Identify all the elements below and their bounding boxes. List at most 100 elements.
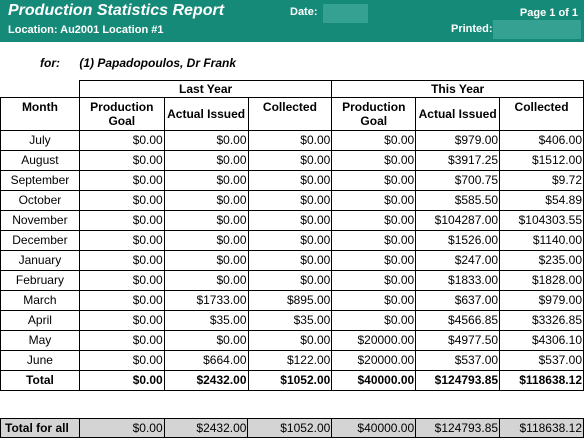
ty-goal-cell: $0.00 xyxy=(331,190,417,211)
ly-goal-cell: $0.00 xyxy=(78,330,165,351)
col-ly-issued: Actual Issued xyxy=(163,97,249,131)
table-row: July $0.00 $0.00 $0.00 $0.00 $979.00 $406.00 xyxy=(0,130,584,151)
ty-collected-cell: $979.00 xyxy=(499,290,584,311)
ty-issued-cell: $1526.00 xyxy=(415,230,501,251)
ty-issued-cell: $124793.85 xyxy=(415,370,501,391)
ty-collected-cell: $1512.00 xyxy=(499,150,584,171)
ty-issued-cell: $104287.00 xyxy=(415,210,501,231)
for-label: for: xyxy=(40,56,60,70)
ty-collected-cell: $54.89 xyxy=(499,190,584,211)
ly-issued-cell: $0.00 xyxy=(163,250,249,271)
ly-collected-cell: $122.00 xyxy=(247,350,333,371)
provider-line: for: (1) Papadopoulos, Dr Frank xyxy=(40,56,236,70)
table-row: June $0.00 $664.00 $122.00 $20000.00 $537.00 $… xyxy=(0,350,584,371)
blank-corner xyxy=(0,80,80,98)
table-row: September $0.00 $0.00 $0.00 $0.00 $700.75 $9.7… xyxy=(0,170,584,191)
col-ty-goal: Production Goal xyxy=(331,97,417,131)
ty-goal-cell: $40000.00 xyxy=(331,370,417,391)
group-last-year: Last Year xyxy=(78,80,333,98)
ly-collected-cell: $0.00 xyxy=(247,230,333,251)
table-row: August $0.00 $0.00 $0.00 $0.00 $3917.25 $1512.… xyxy=(0,150,584,171)
ty-collected-cell: $9.72 xyxy=(499,170,584,191)
grand-ty-goal: $40000.00 xyxy=(331,418,417,438)
ly-issued-cell: $0.00 xyxy=(163,170,249,191)
col-month: Month xyxy=(0,97,80,131)
ty-collected-cell: $537.00 xyxy=(499,350,584,371)
ty-issued-cell: $3917.25 xyxy=(415,150,501,171)
ly-goal-cell: $0.00 xyxy=(78,350,165,371)
grand-total-row: Total for all $0.00 $2432.00 $1052.00 $4… xyxy=(0,418,584,438)
month-cell: December xyxy=(0,230,80,251)
ly-issued-cell: $0.00 xyxy=(163,330,249,351)
grand-total-label: Total for all xyxy=(0,418,80,438)
total-row: Total $0.00 $2432.00 $1052.00 $40000.00 $1247… xyxy=(0,370,584,391)
ly-collected-cell: $0.00 xyxy=(247,210,333,231)
table-row: December $0.00 $0.00 $0.00 $0.00 $1526.00 $114… xyxy=(0,230,584,251)
month-cell: July xyxy=(0,130,80,151)
ly-collected-cell: $0.00 xyxy=(247,130,333,151)
ty-goal-cell: $0.00 xyxy=(331,250,417,271)
ty-collected-cell: $104303.55 xyxy=(499,210,584,231)
ty-issued-cell: $247.00 xyxy=(415,250,501,271)
grand-ly-goal: $0.00 xyxy=(78,418,165,438)
ly-collected-cell: $0.00 xyxy=(247,150,333,171)
table-row: November $0.00 $0.00 $0.00 $0.00 $104287.00 $1… xyxy=(0,210,584,231)
ly-goal-cell: $0.00 xyxy=(78,150,165,171)
ty-issued-cell: $1833.00 xyxy=(415,270,501,291)
group-this-year: This Year xyxy=(331,80,584,98)
printed-value-redacted xyxy=(493,20,581,39)
month-cell: April xyxy=(0,310,80,331)
column-header-row: Month Production Goal Actual Issued Coll… xyxy=(0,97,584,131)
month-cell: August xyxy=(0,150,80,171)
ly-collected-cell: $0.00 xyxy=(247,170,333,191)
month-cell: January xyxy=(0,250,80,271)
ty-goal-cell: $0.00 xyxy=(331,150,417,171)
ty-collected-cell: $118638.12 xyxy=(499,370,584,391)
report-title: Production Statistics Report xyxy=(8,2,225,19)
ly-collected-cell: $895.00 xyxy=(247,290,333,311)
ly-collected-cell: $0.00 xyxy=(247,190,333,211)
ty-collected-cell: $3326.85 xyxy=(499,310,584,331)
ty-collected-cell: $4306.10 xyxy=(499,330,584,351)
month-cell: February xyxy=(0,270,80,291)
ty-goal-cell: $20000.00 xyxy=(331,350,417,371)
ly-goal-cell: $0.00 xyxy=(78,310,165,331)
group-header-row: Last Year This Year xyxy=(0,80,584,98)
ly-collected-cell: $0.00 xyxy=(247,270,333,291)
report-header: Production Statistics Report Location: A… xyxy=(0,0,584,42)
ty-collected-cell: $1828.00 xyxy=(499,270,584,291)
month-cell: November xyxy=(0,210,80,231)
grand-total-table: Total for all $0.00 $2432.00 $1052.00 $4… xyxy=(0,418,584,438)
ty-goal-cell: $0.00 xyxy=(331,210,417,231)
ty-issued-cell: $4977.50 xyxy=(415,330,501,351)
provider-name: (1) Papadopoulos, Dr Frank xyxy=(79,56,237,70)
ly-goal-cell: $0.00 xyxy=(78,270,165,291)
ly-collected-cell: $1052.00 xyxy=(247,370,333,391)
ly-issued-cell: $0.00 xyxy=(163,190,249,211)
month-cell: May xyxy=(0,330,80,351)
ly-issued-cell: $0.00 xyxy=(163,150,249,171)
table-row: April $0.00 $35.00 $35.00 $0.00 $4566.85 $3326… xyxy=(0,310,584,331)
table-row: February $0.00 $0.00 $0.00 $0.00 $1833.00 $182… xyxy=(0,270,584,291)
date-label: Date: xyxy=(290,6,318,18)
ty-issued-cell: $4566.85 xyxy=(415,310,501,331)
ty-collected-cell: $1140.00 xyxy=(499,230,584,251)
ty-goal-cell: $0.00 xyxy=(331,230,417,251)
ly-issued-cell: $0.00 xyxy=(163,130,249,151)
ty-collected-cell: $235.00 xyxy=(499,250,584,271)
table-row: May $0.00 $0.00 $0.00 $20000.00 $4977.50 $4306… xyxy=(0,330,584,351)
ty-issued-cell: $700.75 xyxy=(415,170,501,191)
ty-issued-cell: $537.00 xyxy=(415,350,501,371)
grand-ty-collected: $118638.12 xyxy=(499,418,584,438)
ly-collected-cell: $35.00 xyxy=(247,310,333,331)
location-label: Location: Au2001 Location #1 xyxy=(8,24,164,36)
ly-goal-cell: $0.00 xyxy=(78,230,165,251)
ly-issued-cell: $1733.00 xyxy=(163,290,249,311)
date-value-redacted xyxy=(323,4,368,23)
month-cell: October xyxy=(0,190,80,211)
month-cell: June xyxy=(0,350,80,371)
ty-issued-cell: $637.00 xyxy=(415,290,501,311)
ly-issued-cell: $0.00 xyxy=(163,270,249,291)
grand-ty-issued: $124793.85 xyxy=(415,418,501,438)
ly-goal-cell: $0.00 xyxy=(78,190,165,211)
